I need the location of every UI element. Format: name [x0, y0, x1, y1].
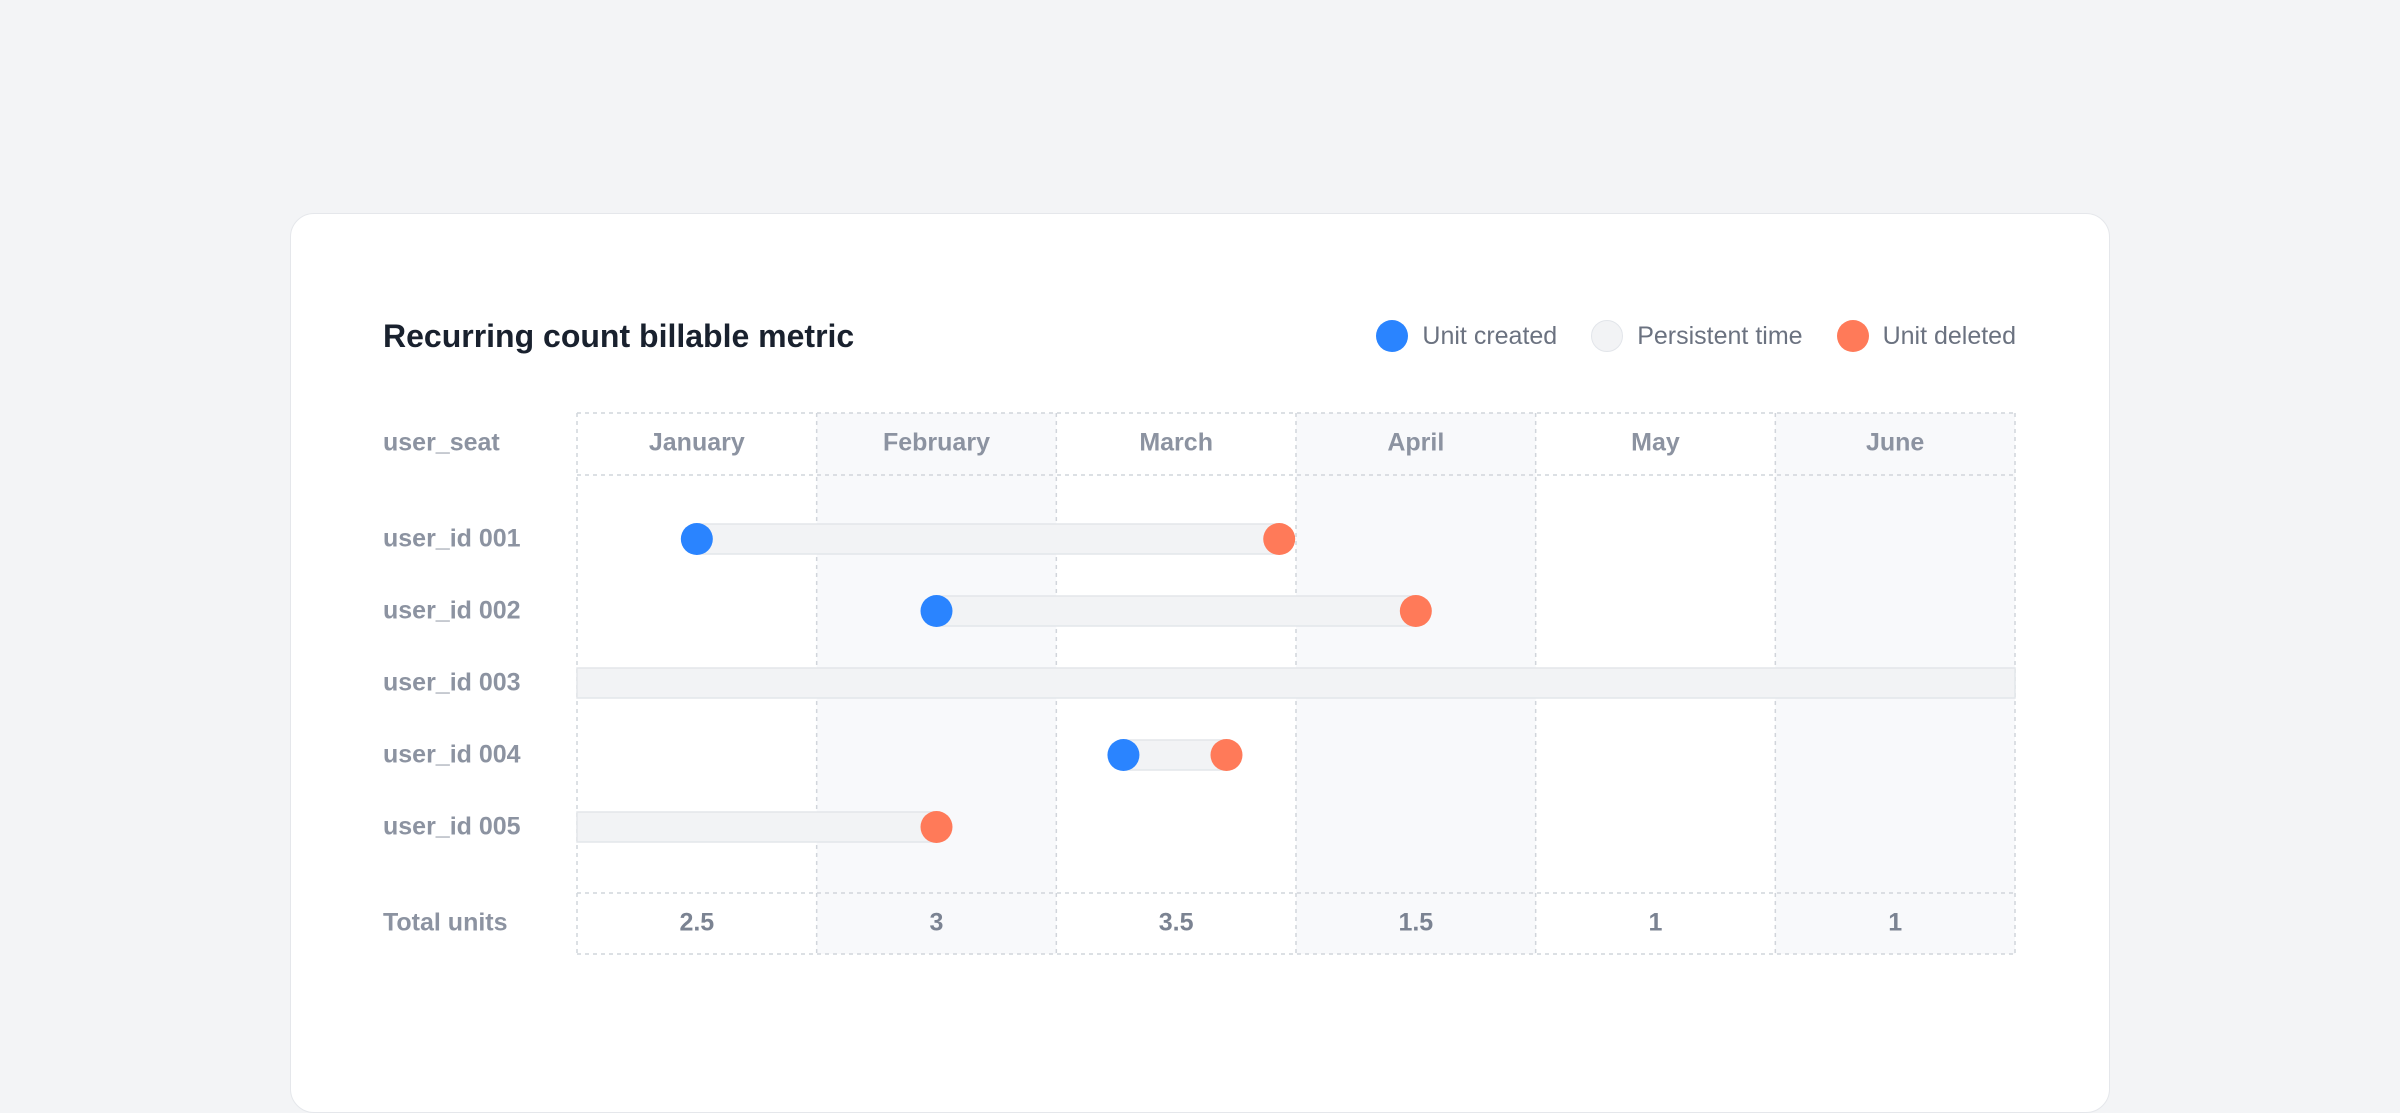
persistent-bar-user_id-005 — [576, 811, 938, 843]
month-header-march: March — [1139, 428, 1213, 457]
unit-created-dot-icon — [1376, 320, 1409, 352]
row-label-user-004: user_id 004 — [383, 740, 521, 769]
month-header-january: January — [648, 428, 745, 457]
metric-label: user_seat — [383, 428, 500, 457]
total-units-march: 3.5 — [1158, 908, 1194, 937]
unit-deleted-marker-user_id-002 — [1399, 595, 1432, 627]
total-units-february: 3 — [929, 908, 944, 937]
legend-item-created: Unit created — [1376, 320, 1557, 352]
unit-deleted-dot-icon — [1836, 320, 1869, 352]
unit-created-marker-user_id-004 — [1107, 739, 1140, 771]
row-label-user-001: user_id 001 — [383, 524, 521, 553]
legend-label-deleted: Unit deleted — [1882, 321, 2016, 350]
chart-title: Recurring count billable metric — [383, 318, 855, 354]
legend-item-persistent: Persistent time — [1591, 320, 1803, 352]
persistent-time-dot-icon — [1591, 320, 1624, 352]
month-header-february: February — [882, 428, 990, 457]
legend-item-deleted: Unit deleted — [1836, 320, 2016, 352]
month-header-april: April — [1387, 428, 1445, 457]
month-header-may: May — [1631, 428, 1680, 457]
total-units-june: 1 — [1888, 908, 1903, 937]
legend-label-persistent: Persistent time — [1637, 321, 1803, 350]
row-label-user-005: user_id 005 — [383, 812, 521, 841]
unit-created-marker-user_id-002 — [920, 595, 953, 627]
total-units-january: 2.5 — [679, 908, 715, 937]
row-label-user-002: user_id 002 — [383, 596, 521, 625]
row-label-user-003: user_id 003 — [383, 668, 521, 697]
persistent-bar-user_id-001 — [696, 523, 1280, 555]
persistent-bar-user_id-002 — [935, 595, 1417, 627]
unit-created-marker-user_id-001 — [680, 523, 713, 555]
total-units-label: Total units — [383, 908, 508, 937]
timeline-grid — [576, 412, 2016, 955]
legend: Unit created Persistent time Unit delete… — [1376, 318, 2016, 354]
month-header-june: June — [1865, 428, 1925, 457]
persistent-bar-user_id-003 — [576, 667, 2016, 699]
total-units-may: 1 — [1648, 908, 1663, 937]
unit-deleted-marker-user_id-005 — [920, 811, 953, 843]
unit-deleted-marker-user_id-004 — [1210, 739, 1243, 771]
unit-deleted-marker-user_id-001 — [1263, 523, 1296, 555]
total-units-april: 1.5 — [1398, 908, 1434, 937]
legend-label-created: Unit created — [1422, 321, 1558, 350]
